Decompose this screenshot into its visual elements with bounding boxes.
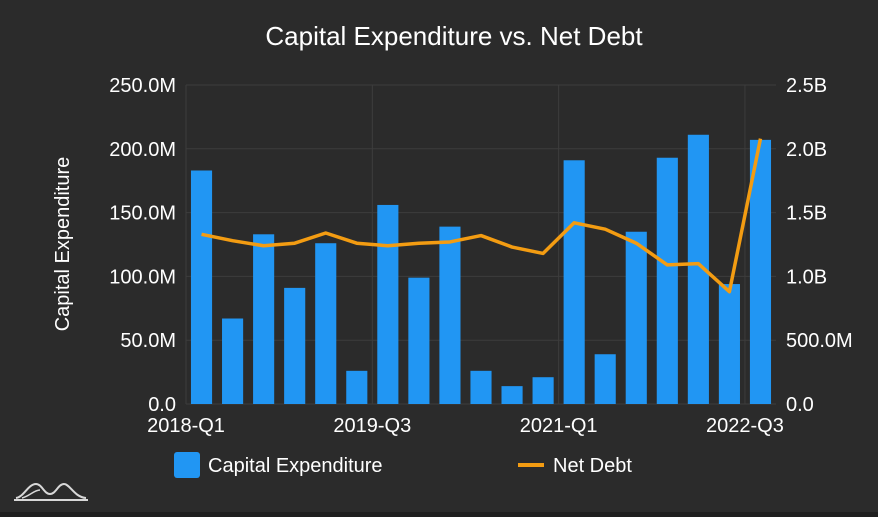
- x-tick-label: 2022-Q3: [706, 415, 784, 437]
- legend-label-net-debt: Net Debt: [553, 455, 632, 477]
- bar-2021-Q3[interactable]: [625, 231, 647, 404]
- left-tick-label: 200.0M: [109, 139, 176, 161]
- bar-2020-Q2[interactable]: [470, 370, 492, 404]
- left-tick-label: 0.0: [148, 394, 176, 416]
- bar-2018-Q3[interactable]: [253, 234, 275, 404]
- bar-2018-Q2[interactable]: [222, 318, 244, 404]
- legend-item-net-debt[interactable]: Net Debt: [518, 455, 632, 477]
- bar-2020-Q4[interactable]: [532, 377, 554, 404]
- bottom-strip: [0, 512, 878, 517]
- bar-2021-Q4[interactable]: [656, 157, 678, 404]
- bar-2018-Q1[interactable]: [190, 170, 213, 404]
- x-tick-label: 2019-Q3: [333, 415, 411, 437]
- left-tick-label: 100.0M: [109, 266, 176, 288]
- x-tick-label: 2018-Q1: [147, 415, 225, 437]
- bar-2021-Q2[interactable]: [594, 354, 616, 404]
- right-tick-label: 500.0M: [786, 330, 853, 352]
- bar-2020-Q3[interactable]: [501, 386, 523, 404]
- bars-layer: [190, 134, 772, 405]
- bar-2019-Q2[interactable]: [346, 370, 368, 404]
- right-tick-label: 1.5B: [786, 203, 827, 225]
- right-tick-label: 0.0: [786, 394, 814, 416]
- net-debt-line[interactable]: [201, 138, 763, 294]
- bar-2019-Q3[interactable]: [377, 204, 399, 404]
- legend-item-capex[interactable]: Capital Expenditure: [174, 452, 383, 478]
- x-tick-label: 2021-Q1: [520, 415, 598, 437]
- bar-2019-Q1[interactable]: [315, 243, 337, 404]
- right-tick-label: 2.0B: [786, 139, 827, 161]
- bar-2020-Q1[interactable]: [439, 226, 461, 404]
- left-tick-label: 50.0M: [120, 330, 176, 352]
- bar-2022-Q3[interactable]: [749, 139, 772, 405]
- left-axis-ticks: 0.0 50.0M 100.0M 150.0M 200.0M 250.0M: [109, 75, 176, 416]
- bar-2022-Q1[interactable]: [687, 134, 709, 404]
- bar-2021-Q1[interactable]: [563, 160, 585, 404]
- x-axis-ticks: 2018-Q1 2019-Q3 2021-Q1 2022-Q3: [147, 415, 784, 437]
- right-tick-label: 2.5B: [786, 75, 827, 97]
- left-tick-label: 250.0M: [109, 75, 176, 97]
- left-axis-title: Capital Expenditure: [52, 157, 74, 332]
- right-tick-label: 1.0B: [786, 266, 827, 288]
- bar-2022-Q2[interactable]: [718, 284, 740, 404]
- left-tick-label: 150.0M: [109, 203, 176, 225]
- legend-label-capex: Capital Expenditure: [208, 455, 383, 477]
- right-axis-ticks: 0.0 500.0M 1.0B 1.5B 2.0B 2.5B: [786, 75, 853, 416]
- bar-2019-Q4[interactable]: [408, 277, 430, 404]
- bar-2018-Q4[interactable]: [284, 287, 306, 404]
- legend-swatch-bar: [174, 452, 200, 478]
- chart-title: Capital Expenditure vs. Net Debt: [265, 21, 643, 51]
- line-layer: [201, 138, 763, 294]
- legend[interactable]: Capital Expenditure Net Debt: [174, 452, 632, 478]
- mountain-logo-icon: [14, 482, 88, 501]
